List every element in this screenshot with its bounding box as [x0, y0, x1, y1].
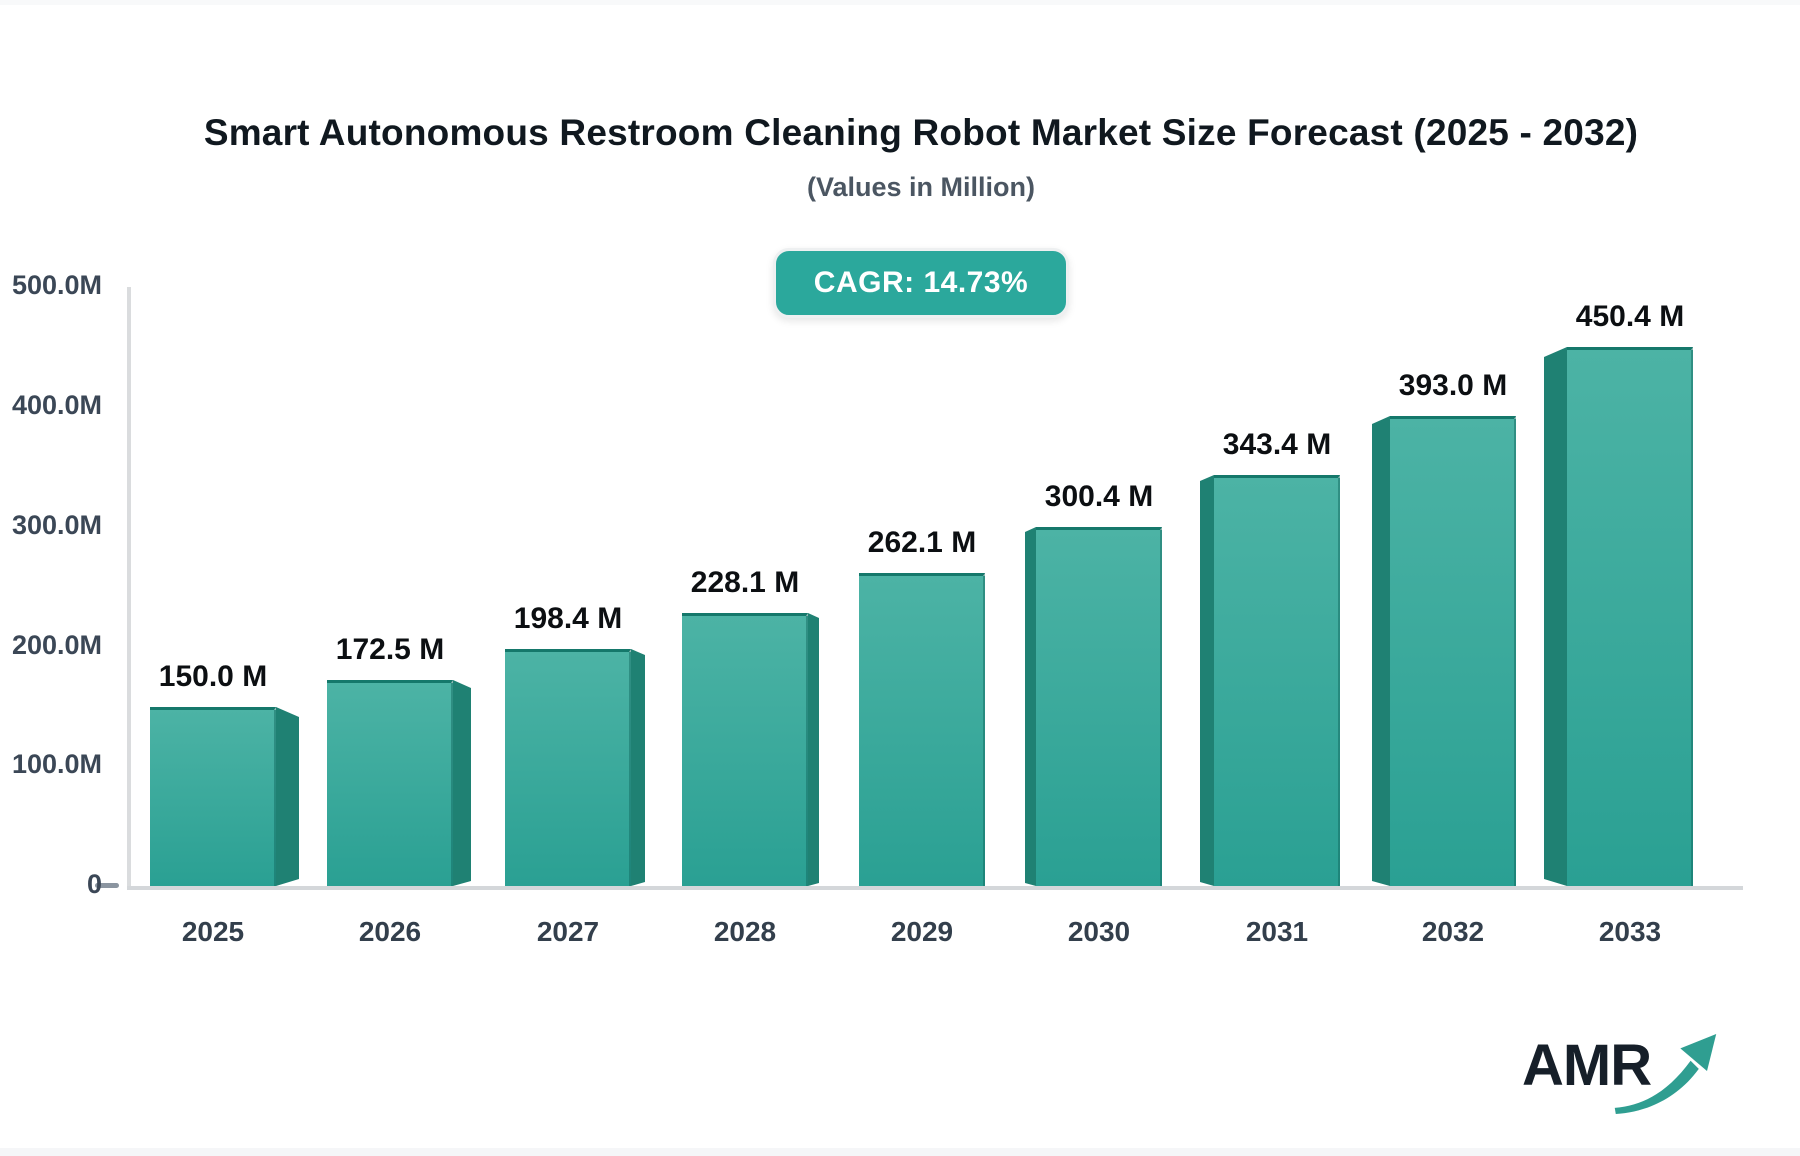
amr-logo-text: AMR — [1522, 1033, 1652, 1098]
bar-value-label: 172.5 M — [335, 633, 445, 666]
amr-logo: AMR — [1522, 1032, 1732, 1122]
bar-side-2030 — [1025, 527, 1036, 886]
bar-2032 — [1390, 416, 1516, 886]
bar-2028 — [682, 613, 808, 886]
bar-2025 — [150, 707, 276, 886]
bar-2026 — [327, 680, 453, 886]
x-axis-tick-label: 2026 — [358, 916, 422, 947]
x-axis-tick-label: 2032 — [1421, 916, 1485, 947]
bar-2030 — [1036, 527, 1162, 886]
trend-arrow-icon — [1614, 1034, 1717, 1114]
bar-2033 — [1567, 347, 1693, 886]
bar-value-label: 393.0 M — [1398, 369, 1508, 402]
bar-side-2025 — [276, 707, 299, 886]
bar-value-label: 343.4 M — [1222, 428, 1332, 461]
x-axis-tick-label: 2029 — [890, 916, 954, 947]
x-axis-tick-label: 2031 — [1245, 916, 1309, 947]
bar-2031 — [1214, 475, 1340, 886]
x-axis-baseline — [127, 886, 1743, 890]
bar-value-label: 450.4 M — [1575, 300, 1685, 333]
bar-value-label: 262.1 M — [867, 526, 977, 559]
zero-tick-mark — [95, 883, 119, 888]
y-axis-tick-label: 300.0M — [11, 510, 102, 540]
cagr-badge: CAGR: 14.73% — [772, 248, 1070, 318]
x-axis-tick-label: 2030 — [1067, 916, 1131, 947]
bar-side-2033 — [1544, 347, 1567, 886]
bar-value-label: 150.0 M — [158, 660, 268, 693]
cagr-badge-row: CAGR: 14.73% — [42, 248, 1800, 318]
bar-value-label: 228.1 M — [690, 566, 800, 599]
bar-side-2031 — [1200, 475, 1214, 886]
y-axis-tick-label: 100.0M — [11, 749, 102, 779]
bar-side-2028 — [808, 613, 819, 886]
x-axis-tick-label: 2033 — [1598, 916, 1662, 947]
y-axis-tick-label: 200.0M — [11, 630, 102, 660]
bar-2029 — [859, 573, 985, 886]
bar-value-label: 198.4 M — [513, 602, 623, 635]
chart-subtitle: (Values in Million) — [806, 172, 1036, 202]
y-axis-tick-label: 500.0M — [11, 270, 102, 300]
page-top-edge — [0, 0, 1800, 5]
bar-side-2032 — [1372, 416, 1390, 886]
chart-title: Smart Autonomous Restroom Cleaning Robot… — [203, 112, 1639, 153]
bar-side-2027 — [631, 649, 645, 886]
bar-side-2026 — [453, 680, 471, 886]
x-axis-tick-label: 2027 — [536, 916, 600, 947]
y-axis-line — [127, 287, 131, 890]
x-axis-tick-label: 2025 — [181, 916, 245, 947]
y-axis-tick-label: 0 — [86, 869, 102, 899]
bar-value-label: 300.4 M — [1044, 480, 1154, 513]
bar-2027 — [505, 649, 631, 886]
x-axis-tick-label: 2028 — [713, 916, 777, 947]
y-axis-tick-label: 400.0M — [11, 390, 102, 420]
page-bottom-edge — [0, 1148, 1800, 1156]
